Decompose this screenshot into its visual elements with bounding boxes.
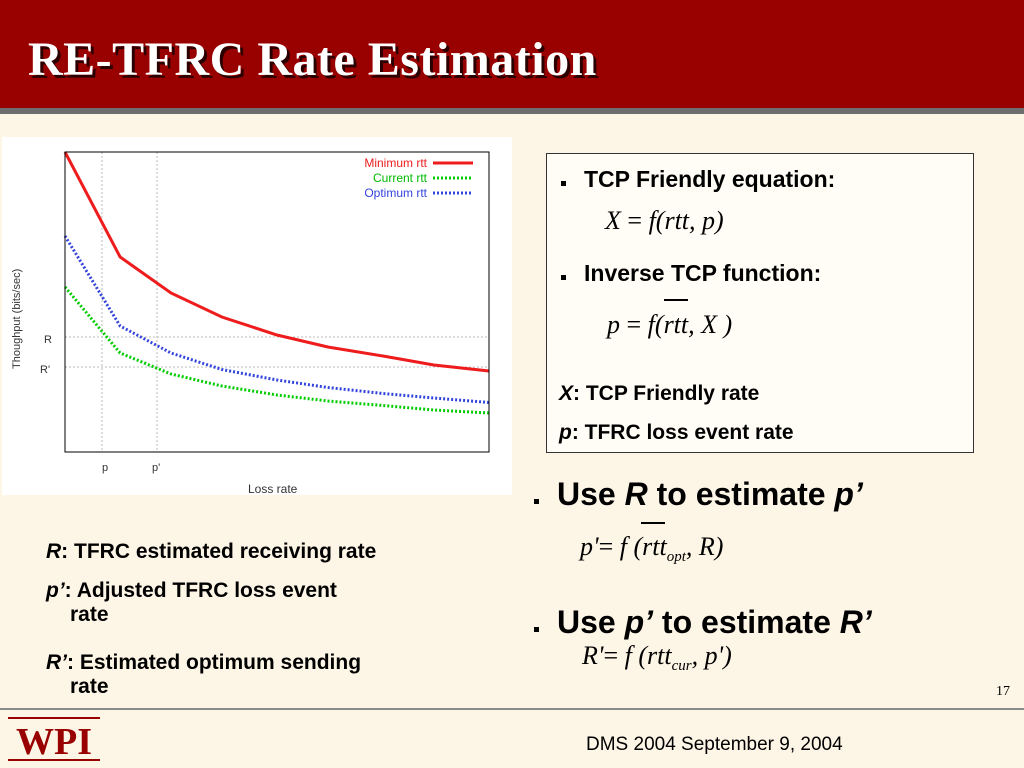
def-r-prime: R’: Estimated optimum sending rate: [46, 651, 362, 698]
bullet-icon: [534, 499, 539, 504]
tcp-friendly-label: TCP Friendly equation:: [584, 166, 836, 192]
estimate-p-equation: p'= f (rttopt, R): [580, 532, 724, 566]
chart-canvas: R R' p p' Loss rate Thoughput (bits/sec)…: [11, 151, 490, 495]
series-line-minimum-rtt: [63, 151, 490, 373]
plot-frame: [64, 151, 490, 453]
chart-lines: [63, 151, 490, 415]
wpi-logo: WPI: [8, 717, 100, 763]
page-number: 17: [996, 684, 1010, 699]
bullet-icon: [561, 181, 566, 186]
y-axis-label: Thoughput (bits/sec): [11, 269, 23, 369]
x-tick-label: p: [102, 462, 108, 474]
chart-grid: [65, 152, 489, 452]
legend-label-current: Current rtt: [373, 171, 428, 185]
inverse-tcp-label: Inverse TCP function:: [584, 260, 822, 286]
bullet-icon: [561, 275, 566, 280]
def-r: R: TFRC estimated receiving rate: [46, 540, 377, 563]
def-p-prime: p’: Adjusted TFRC loss event rate: [46, 579, 337, 626]
y-tick-label: R': [40, 364, 50, 376]
throughput-chart: R R' p p' Loss rate Thoughput (bits/sec)…: [2, 137, 512, 495]
series-line-optimum-rtt: [63, 235, 490, 404]
series-line-current-rtt: [63, 286, 490, 415]
def-p: p: TFRC loss event rate: [559, 421, 794, 444]
chart-legend: Minimum rtt Current rtt Optimum rtt: [364, 156, 473, 200]
inverse-overbar: [664, 299, 688, 301]
footer-divider: [0, 708, 1024, 710]
title-bar: RE-TFRC Rate Estimation: [0, 0, 1024, 110]
x-tick-label: p': [152, 462, 160, 474]
equation-box: TCP Friendly equation: X = f(rtt, p) Inv…: [546, 153, 974, 453]
footer-text: DMS 2004 September 9, 2004: [586, 734, 843, 755]
slide-title: RE-TFRC Rate Estimation: [28, 33, 597, 86]
use-p-bullet: Use p’ to estimate R’: [557, 604, 872, 640]
y-tick-label: R: [44, 334, 52, 346]
bullet-icon: [534, 627, 539, 632]
use-r-bullet: Use R to estimate p’: [557, 476, 863, 512]
tcp-friendly-equation: X = f(rtt, p): [605, 206, 724, 235]
estimate-r-equation: R'= f (rttcur, p'): [582, 641, 732, 675]
legend-label-minimum: Minimum rtt: [364, 156, 427, 170]
eq3-overbar: [641, 522, 665, 524]
inverse-tcp-equation: p = f(rtt, X ): [607, 310, 733, 339]
legend-label-optimum: Optimum rtt: [364, 186, 427, 200]
svg-text:WPI: WPI: [16, 721, 92, 763]
def-x: X: TCP Friendly rate: [559, 382, 760, 405]
x-axis-label: Loss rate: [248, 482, 298, 495]
title-bar-shadow: [0, 108, 1024, 114]
